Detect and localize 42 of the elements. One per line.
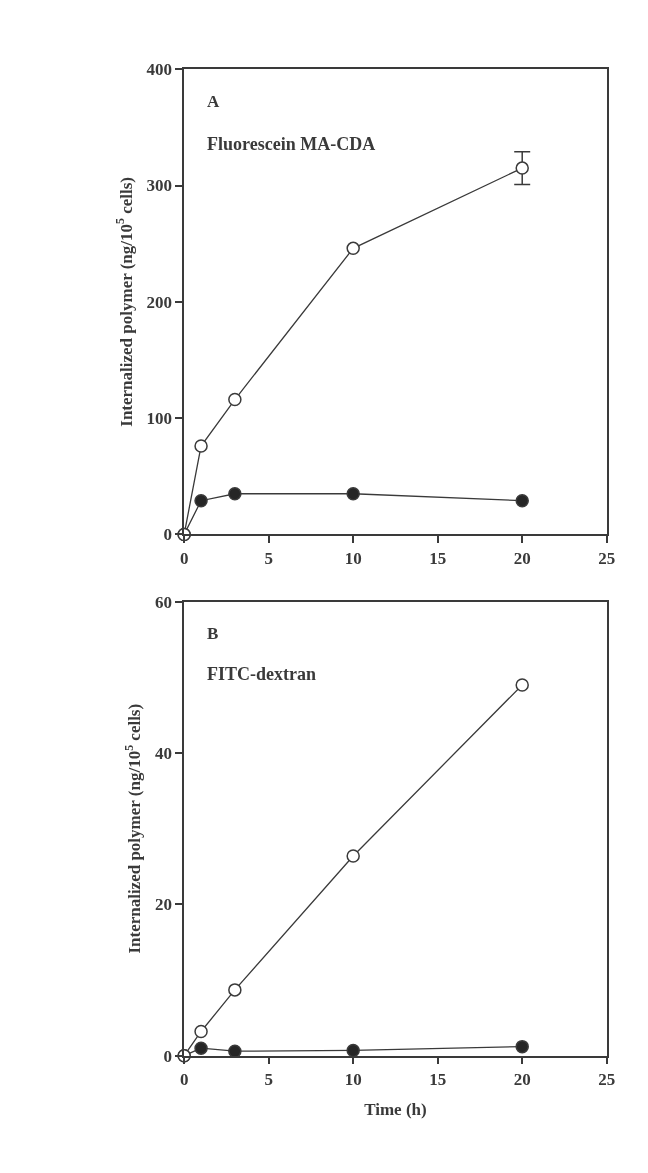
point [228,392,242,407]
x-axis-title: Time (h) [364,1099,427,1119]
x-tick-label: 10 [344,548,362,568]
point [194,1024,208,1039]
y-tick-label: 0 [163,525,173,545]
y-tick-label: 400 [146,60,173,80]
annotation: FITC-dextran [207,664,316,684]
y-tick-label: 100 [146,409,173,429]
x-tick-label: 5 [264,548,273,568]
x-tick-label: 5 [264,1069,273,1089]
x-tick-label: 10 [344,1069,362,1089]
y-tick-label: 60 [155,592,173,612]
point [194,493,208,508]
point [228,983,242,997]
annotation: Fluorescein MA-CDA [207,134,376,154]
annotation: B [207,624,219,643]
y-tick-label: 40 [155,743,173,763]
point [194,439,208,453]
x-tick-label: 0 [179,1069,189,1089]
point [515,1039,529,1054]
y-tick-label: 200 [146,292,173,312]
point [515,161,529,175]
x-tick-label: 20 [513,1069,531,1089]
x-tick-label: 15 [429,548,447,568]
point [228,487,242,501]
point [194,1041,208,1055]
x-tick-label: 15 [429,1069,447,1089]
x-tick-label: 25 [598,1069,616,1089]
point [228,1044,242,1058]
y-tick-label: 0 [163,1046,173,1066]
point [346,241,360,256]
point [346,849,360,863]
y-tick-label: 20 [155,895,173,915]
point [515,678,529,692]
x-tick-label: 25 [598,548,616,568]
x-tick-label: 0 [179,548,189,568]
point [346,1043,360,1058]
x-tick-label: 20 [513,548,531,568]
point [346,487,360,501]
point [515,493,529,508]
y-tick-label: 300 [146,176,173,196]
annotation: A [207,92,220,111]
